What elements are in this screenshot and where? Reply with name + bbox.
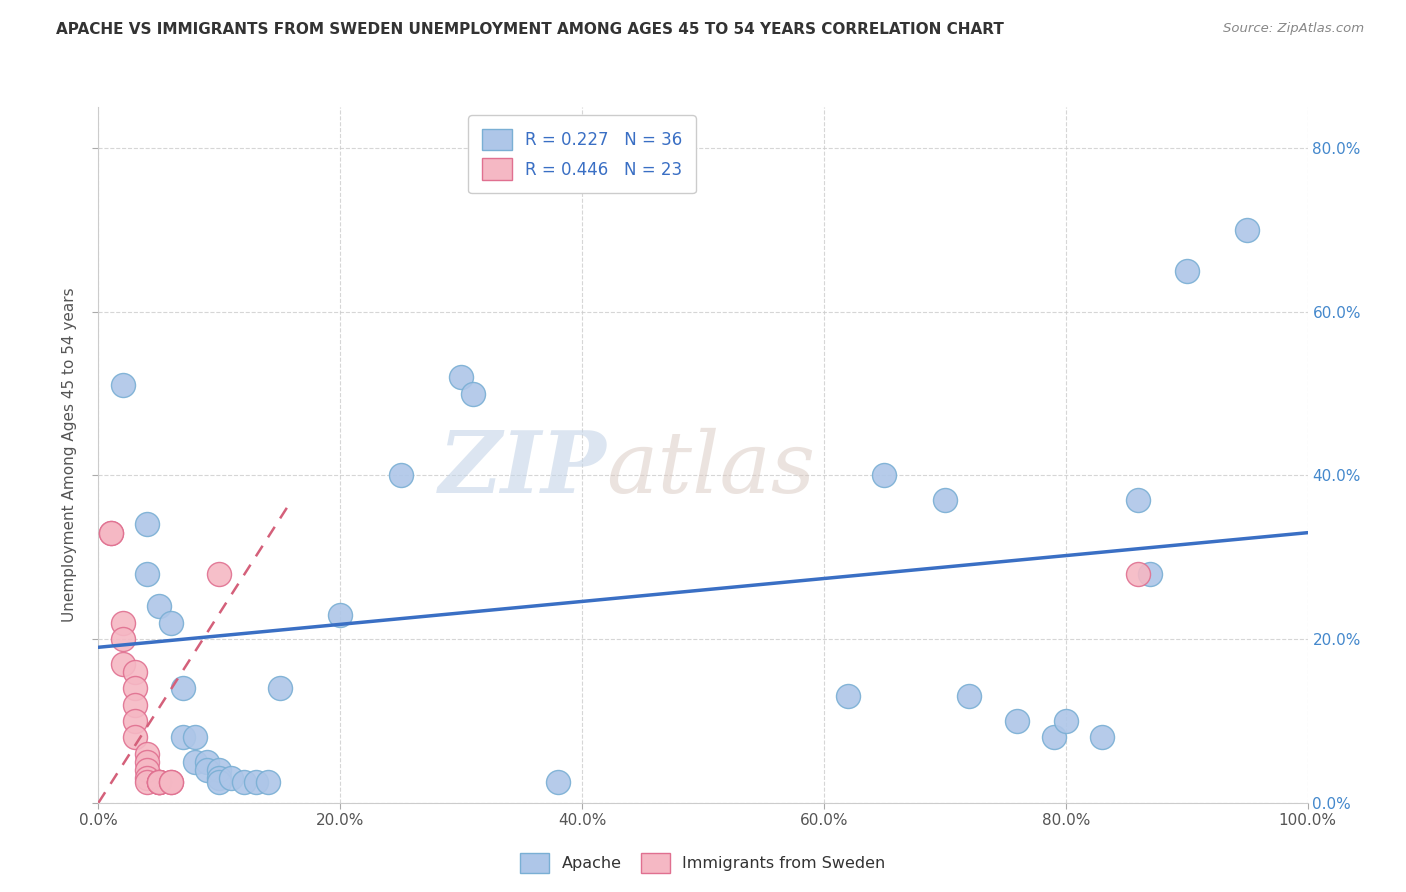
Point [124, 714, 146, 728]
Point [329, 607, 352, 622]
Point [1175, 264, 1198, 278]
Point [135, 755, 157, 769]
Point [256, 775, 278, 789]
Point [208, 763, 231, 777]
Point [111, 378, 134, 392]
Point [124, 665, 146, 679]
Point [232, 775, 254, 789]
Point [269, 681, 291, 696]
Point [160, 775, 183, 789]
Point [221, 771, 243, 785]
Point [100, 525, 122, 540]
Point [111, 615, 134, 630]
Point [837, 690, 859, 704]
Point [1128, 566, 1150, 581]
Text: ZIP: ZIP [439, 427, 606, 510]
Text: Source: ZipAtlas.com: Source: ZipAtlas.com [1223, 22, 1364, 36]
Point [547, 775, 569, 789]
Point [208, 771, 231, 785]
Legend: Apache, Immigrants from Sweden: Apache, Immigrants from Sweden [513, 847, 893, 880]
Point [124, 681, 146, 696]
Point [957, 690, 980, 704]
Point [124, 731, 146, 745]
Point [135, 771, 157, 785]
Point [1042, 731, 1064, 745]
Point [873, 468, 896, 483]
Point [160, 615, 183, 630]
Point [148, 599, 170, 614]
Point [160, 775, 183, 789]
Point [1236, 223, 1258, 237]
Legend: R = 0.227   N = 36, R = 0.446   N = 23: R = 0.227 N = 36, R = 0.446 N = 23 [468, 115, 696, 194]
Point [135, 747, 157, 761]
Point [100, 525, 122, 540]
Point [148, 775, 170, 789]
Point [135, 775, 157, 789]
Text: APACHE VS IMMIGRANTS FROM SWEDEN UNEMPLOYMENT AMONG AGES 45 TO 54 YEARS CORRELAT: APACHE VS IMMIGRANTS FROM SWEDEN UNEMPLO… [56, 22, 1004, 37]
Point [934, 492, 956, 507]
Point [135, 763, 157, 777]
Text: atlas: atlas [606, 427, 815, 510]
Point [195, 763, 218, 777]
Point [208, 566, 231, 581]
Point [184, 755, 207, 769]
Point [148, 775, 170, 789]
Point [111, 632, 134, 646]
Point [1128, 492, 1150, 507]
Point [124, 698, 146, 712]
Point [148, 775, 170, 789]
Point [1054, 714, 1077, 728]
Point [111, 657, 134, 671]
Point [195, 755, 218, 769]
Point [184, 731, 207, 745]
Point [208, 775, 231, 789]
Y-axis label: Unemployment Among Ages 45 to 54 years: Unemployment Among Ages 45 to 54 years [62, 287, 77, 623]
Point [135, 566, 157, 581]
Point [463, 386, 485, 401]
Point [148, 775, 170, 789]
Point [450, 370, 472, 384]
Point [172, 731, 194, 745]
Point [1091, 731, 1114, 745]
Point [1139, 566, 1161, 581]
Point [389, 468, 412, 483]
Point [172, 681, 194, 696]
Point [245, 775, 267, 789]
Point [135, 517, 157, 532]
Point [1007, 714, 1029, 728]
